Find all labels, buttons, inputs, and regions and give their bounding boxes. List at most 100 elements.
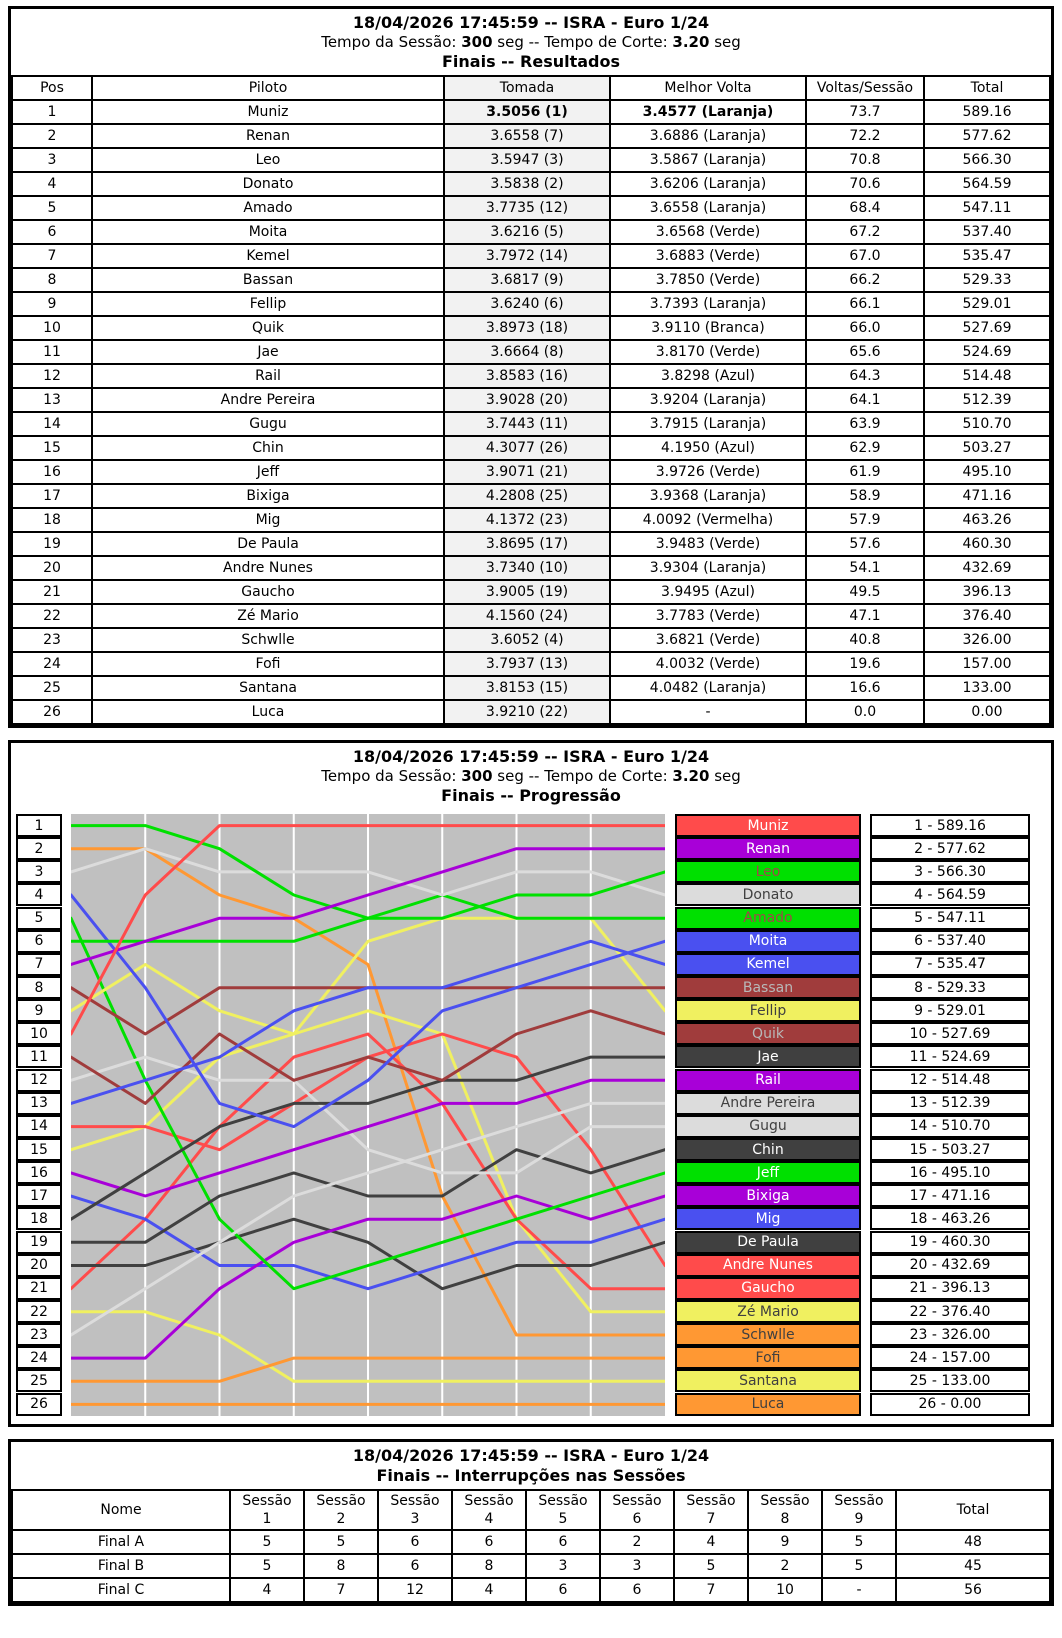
result-cell-piloto: Zé Mario [91,603,445,629]
legend-name-box: Jae [675,1045,861,1069]
result-cell-pos: 1 [11,99,93,125]
position-number-box: 3 [16,860,62,884]
legend-total-box: 21 - 396.13 [870,1276,1030,1300]
result-cell-piloto: Andre Pereira [91,387,445,413]
legend-name-box: Santana [675,1369,861,1393]
position-number-box: 9 [16,999,62,1023]
legend-name-cell: Fellip [675,999,861,1023]
result-cell-total: 589.16 [923,99,1051,125]
result-cell-tomada: 3.8973 (18) [443,315,611,341]
position-number-box: 2 [16,837,62,861]
legend-name-box: Donato [675,883,861,907]
position-number-cell: 23 [16,1323,62,1347]
result-cell-total: 537.40 [923,219,1051,245]
session-number: 8 [780,1511,790,1527]
legend-name-box: Schwlle [675,1323,861,1347]
result-row: 19 De Paula 3.8695 (17) 3.9483 (Verde) 57.6 4… [11,531,1051,557]
legend-total-cell: 1 - 589.16 [870,814,1030,838]
legend-total-cell: 6 - 537.40 [870,929,1030,953]
legend-name-box: Fellip [675,999,861,1023]
result-row: 11 Jae 3.6664 (8) 3.8170 (Verde) 65.6 524.69 [11,339,1051,365]
interruption-count-s6: 6 [599,1577,675,1603]
interruption-count-s3: 12 [377,1577,453,1603]
result-row: 18 Mig 4.1372 (23) 4.0092 (Vermelha) 57.9 463… [11,507,1051,533]
driver-line-bixiga [71,1194,665,1360]
legend-name-box: Quik [675,1022,861,1046]
result-cell-voltas: 61.9 [805,459,925,485]
result-cell-tomada: 3.7340 (10) [443,555,611,581]
result-cell-voltas: 73.7 [805,99,925,125]
result-row: 22 Zé Mario 4.1560 (24) 3.7783 (Verde) 47.1 3… [11,603,1051,629]
col-pos: Pos [11,75,93,101]
result-cell-piloto: Amado [91,195,445,221]
legend-total-box: 26 - 0.00 [870,1392,1030,1416]
legend-name-box: Amado [675,906,861,930]
result-cell-voltas: 67.2 [805,219,925,245]
legend-total-cell: 20 - 432.69 [870,1253,1030,1277]
legend-total-cell: 21 - 396.13 [870,1276,1030,1300]
legend-name-box: Luca [675,1392,861,1416]
position-number-box: 6 [16,929,62,953]
interruption-total: 48 [895,1529,1051,1555]
legend-name-cell: Andre Pereira [675,1091,861,1115]
driver-line-leo [71,824,665,920]
result-cell-melhor: 4.0482 (Laranja) [609,675,807,701]
legend-name-cell: Santana [675,1369,861,1393]
legend-name-cell: Jae [675,1045,861,1069]
interruption-count-s1: 5 [229,1553,305,1579]
driver-line-moita [71,893,665,1129]
result-cell-pos: 16 [11,459,93,485]
legend-total-box: 18 - 463.26 [870,1207,1030,1231]
result-cell-pos: 20 [11,555,93,581]
position-number-box: 23 [16,1323,62,1347]
legend-total-cell: 7 - 535.47 [870,952,1030,976]
interruption-count-s6: 3 [599,1553,675,1579]
result-cell-total: 527.69 [923,315,1051,341]
result-row: 20 Andre Nunes 3.7340 (10) 3.9304 (Laranja)… [11,555,1051,581]
result-cell-total: 157.00 [923,651,1051,677]
result-row: 25 Santana 3.8153 (15) 4.0482 (Laranja) 16.6… [11,675,1051,701]
result-cell-tomada: 3.7443 (11) [443,411,611,437]
result-cell-tomada: 3.9210 (22) [443,699,611,725]
result-cell-tomada: 3.6216 (5) [443,219,611,245]
legend-name-cell: Quik [675,1022,861,1046]
result-cell-melhor: 3.7783 (Verde) [609,603,807,629]
session-number: 5 [558,1511,568,1527]
position-number-box: 20 [16,1253,62,1277]
position-number-box: 4 [16,883,62,907]
result-cell-melhor: 3.7915 (Laranja) [609,411,807,437]
legend-name-cell: Mig [675,1207,861,1231]
interruption-count-s4: 8 [451,1553,527,1579]
legend-name-box: Renan [675,837,861,861]
corte-value: 3.20 [672,767,710,785]
result-row: 10 Quik 3.8973 (18) 3.9110 (Branca) 66.0 527.… [11,315,1051,341]
interruption-count-s4: 6 [451,1529,527,1555]
legend-total-cell: 16 - 495.10 [870,1161,1030,1185]
result-cell-pos: 10 [11,315,93,341]
session-number: 2 [336,1511,346,1527]
tempo-mid: seg -- Tempo de Corte: [492,33,673,51]
result-cell-piloto: Muniz [91,99,445,125]
position-number-box: 13 [16,1091,62,1115]
result-cell-total: 503.27 [923,435,1051,461]
result-cell-total: 547.11 [923,195,1051,221]
result-cell-total: 0.00 [923,699,1051,725]
legend-total-cell: 4 - 564.59 [870,883,1030,907]
session-word: Sessão [538,1493,588,1509]
col-sessao-9: Sessão 9 [821,1489,897,1531]
tempo-value: 300 [461,767,493,785]
legend-name-cell: Renan [675,837,861,861]
session-word: Sessão [464,1493,514,1509]
final-name: Final C [11,1577,231,1603]
legend-total-cell: 18 - 463.26 [870,1207,1030,1231]
interruption-total: 45 [895,1553,1051,1579]
result-cell-piloto: Leo [91,147,445,173]
results-panel: 18/04/2026 17:45:59 -- ISRA - Euro 1/24 … [8,6,1054,728]
legend-total-cell: 8 - 529.33 [870,976,1030,1000]
result-cell-tomada: 3.8695 (17) [443,531,611,557]
position-number-box: 10 [16,1022,62,1046]
col-sessao-2: Sessão 2 [303,1489,379,1531]
legend-name-box: Muniz [675,814,861,838]
legend-name-box: Kemel [675,952,861,976]
result-cell-melhor: 3.6558 (Laranja) [609,195,807,221]
